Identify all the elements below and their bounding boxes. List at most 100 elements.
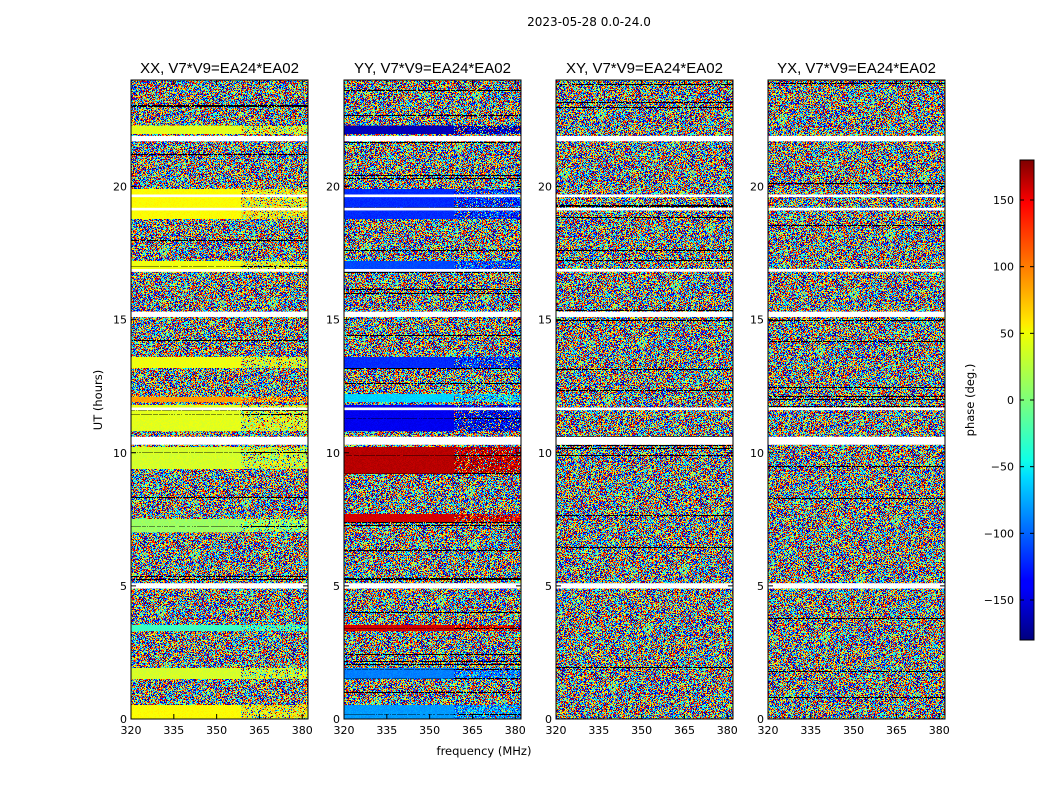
panel-2-flagged-row-8: [344, 135, 521, 142]
panel-1-xtick-label: 320: [121, 724, 142, 737]
panel-1-ytick-label: 0: [120, 713, 127, 726]
panel-3: XY, V7*V9=EA24*EA02 320 335 350 365 380 0 5 10 15…: [538, 60, 738, 737]
panel-4-frame: [767, 79, 946, 720]
panel-4-flagged-row-4: [768, 311, 945, 317]
panel-1-band-5: [131, 447, 241, 469]
panel-4-flagged-row-7: [768, 194, 945, 198]
panel-2-flagged-row-6: [344, 207, 521, 211]
panel-2-ytick-label: 20: [326, 181, 340, 194]
panel-4-flagged-row-6: [768, 207, 945, 211]
panel-1-band-9: [131, 261, 241, 272]
panel-2-flagged-row-2: [344, 436, 521, 445]
panel-1-ytick-label: 5: [120, 580, 127, 593]
colorbar-ticks: 150 100 50 0 −50 −100 −150: [984, 194, 1034, 607]
y-axis-label: UT (hours): [91, 370, 105, 430]
panel-1-flagged-row-4: [131, 311, 308, 317]
panel-3-title: XY, V7*V9=EA24*EA02: [566, 60, 723, 77]
panel-2-band-4: [344, 513, 454, 522]
panel-1: XX, V7*V9=EA24*EA02 320 335 350 365 380 0 5 10 15…: [113, 60, 313, 737]
panel-2-band-5: [344, 447, 454, 475]
panel-4-flagged-row-8: [768, 135, 945, 142]
panel-2-xtick-label: 350: [419, 724, 440, 737]
panel-1-band-11: [131, 125, 241, 134]
panel-2-band-9: [344, 261, 454, 272]
panel-3-heatmap: [556, 80, 733, 719]
panel-2-ytick-label: 15: [326, 314, 340, 327]
panel-4-xtick-label: 365: [886, 724, 907, 737]
panel-1-band-7: [131, 396, 241, 403]
panel-1-band-3: [131, 625, 241, 632]
panel-1-ytick-label: 15: [113, 314, 127, 327]
panel-4-ytick-label: 0: [757, 713, 764, 726]
panel-2-band-2: [344, 668, 454, 680]
panel-1-flagged-row-7: [131, 194, 308, 198]
panel-3-ytick-label: 10: [538, 447, 552, 460]
panel-2-band-1: [344, 705, 454, 719]
panel-1-ytick-label: 10: [113, 447, 127, 460]
panel-1-flagged-row-1: [131, 583, 308, 589]
panel-1-band-4: [131, 519, 241, 533]
panel-2-band-3: [344, 625, 454, 632]
panel-1-flagged-row-6: [131, 207, 308, 211]
panel-3-ytick-label: 0: [545, 713, 552, 726]
panel-2-flagged-row-4: [344, 311, 521, 317]
panel-4-flagged-row-3: [768, 407, 945, 411]
colorbar-tick-label: −100: [984, 527, 1014, 540]
panel-2-flagged-row-3: [344, 407, 521, 411]
figure-suptitle: 2023-05-28 0.0-24.0: [527, 15, 651, 29]
panel-2-xtick-label: 335: [376, 724, 397, 737]
panel-1-flagged-row-5: [131, 269, 308, 272]
panel-1-xtick-label: 335: [163, 724, 184, 737]
panel-3-flagged-row-5: [556, 269, 733, 272]
panel-4-heatmap: [768, 80, 945, 719]
panel-2-flagged-row-1: [344, 583, 521, 589]
panel-4-flagged-row-2: [768, 436, 945, 445]
colorbar-tick-label: −50: [991, 461, 1014, 474]
panel-4-ytick-label: 15: [750, 314, 764, 327]
panel-1-xtick-label: 380: [292, 724, 313, 737]
panel-2-band-10: [344, 189, 454, 219]
panel-3-frame: [555, 79, 734, 720]
panel-2-band-11: [344, 125, 454, 134]
panel-4-flagged-row-5: [768, 269, 945, 272]
colorbar-tick-label: 150: [993, 194, 1014, 207]
panel-1-xtick-label: 365: [249, 724, 270, 737]
panel-3-flagged-row-7: [556, 194, 733, 198]
panel-1-band-2: [131, 668, 241, 680]
panel-1-flagged-row-2: [131, 436, 308, 445]
panel-1-flagged-row-8: [131, 135, 308, 142]
panel-2-ytick-label: 5: [333, 580, 340, 593]
panel-1-flagged-row-3: [131, 407, 308, 411]
panel-4-xtick-label: 335: [800, 724, 821, 737]
panels-group: XX, V7*V9=EA24*EA02 320 335 350 365 380 0 5 10 15…: [113, 60, 950, 737]
colorbar-tick-label: 100: [993, 261, 1014, 274]
panel-4-title: YX, V7*V9=EA24*EA02: [777, 60, 936, 77]
panel-2-flagged-row-5: [344, 269, 521, 272]
panel-1-band-1: [131, 705, 241, 719]
panel-3-flagged-row-8: [556, 135, 733, 142]
panel-3-xtick-label: 365: [674, 724, 695, 737]
panel-1-title: XX, V7*V9=EA24*EA02: [140, 60, 299, 77]
panel-2-frame: [343, 79, 522, 720]
panel-2-title: YY, V7*V9=EA24*EA02: [354, 60, 511, 77]
panel-1-ytick-label: 20: [113, 181, 127, 194]
panel-1-band-8: [131, 356, 241, 368]
panel-4-ytick-label: 10: [750, 447, 764, 460]
colorbar-label: phase (deg.): [963, 364, 977, 437]
panel-3-flagged-row-1: [556, 583, 733, 589]
colorbar: 150 100 50 0 −50 −100 −150 phase (deg.): [963, 159, 1035, 641]
panel-2-ytick-label: 0: [333, 713, 340, 726]
panel-4-xtick-label: 350: [843, 724, 864, 737]
panel-3-xtick-label: 335: [588, 724, 609, 737]
panel-2-xtick-label: 365: [462, 724, 483, 737]
panel-1-xtick-label: 350: [206, 724, 227, 737]
panel-4-flagged-row-1: [768, 583, 945, 589]
panel-2-xtick-label: 380: [505, 724, 526, 737]
panel-3-flagged-row-2: [556, 436, 733, 445]
panel-4: YX, V7*V9=EA24*EA02 320 335 350 365 380 0 5 10 15…: [750, 60, 950, 737]
x-axis-label: frequency (MHz): [437, 744, 532, 758]
panel-3-ytick-label: 5: [545, 580, 552, 593]
panel-3-flagged-row-3: [556, 407, 733, 411]
panel-3-xtick-label: 350: [631, 724, 652, 737]
